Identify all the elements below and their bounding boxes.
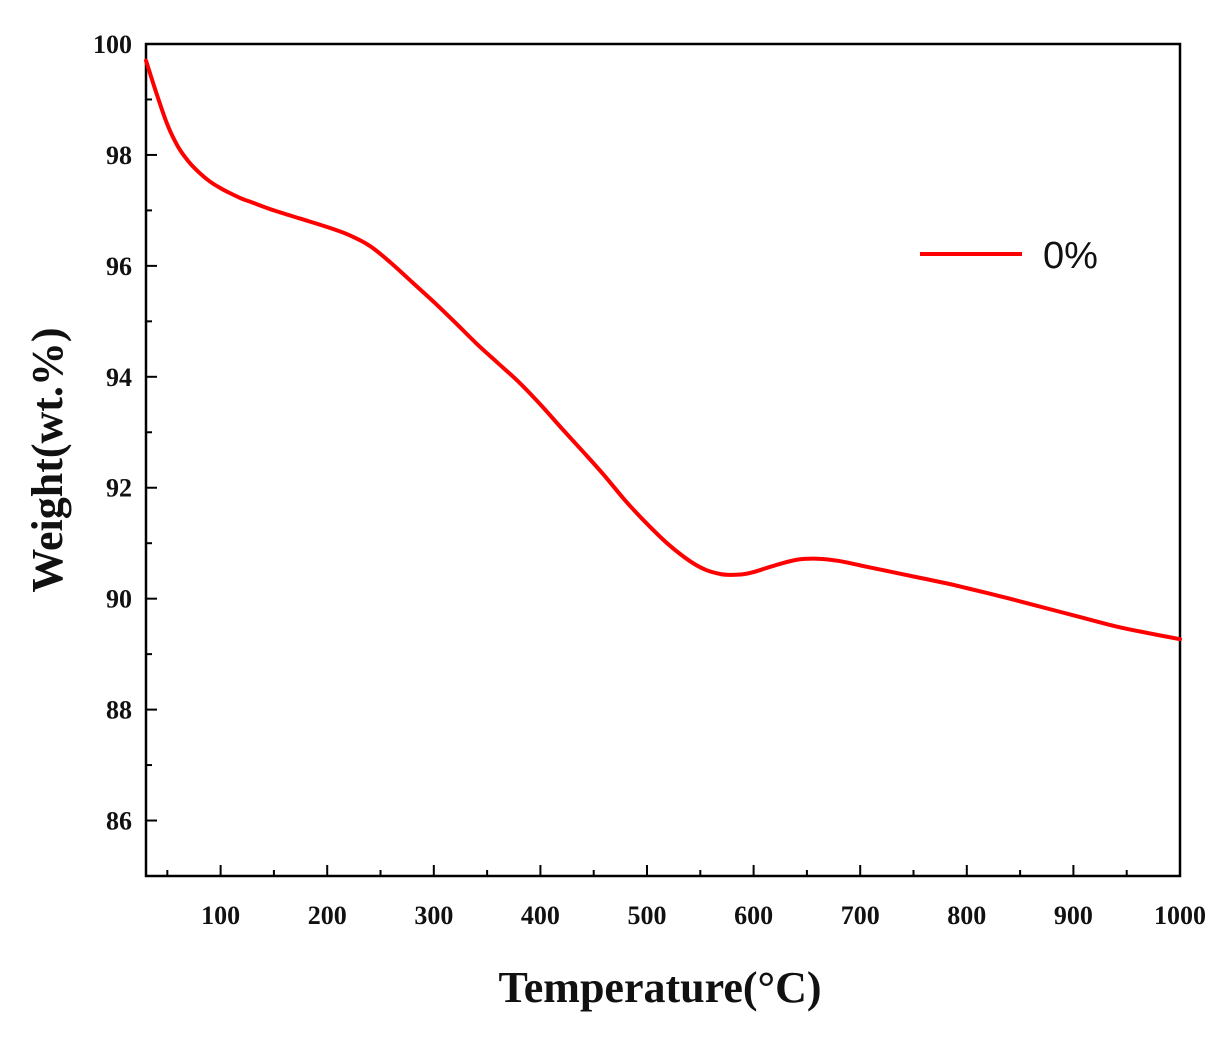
x-tick-label: 500 — [628, 901, 667, 930]
x-tick-label: 400 — [521, 901, 560, 930]
y-tick-label: 96 — [106, 252, 132, 281]
x-tick-label: 800 — [947, 901, 986, 930]
y-tick-label: 86 — [106, 807, 132, 836]
x-axis: 100 200 300 400 500 600 700 800 900 1000 — [166, 865, 1206, 930]
x-tick-label: 1000 — [1154, 901, 1206, 930]
x-tick-label: 900 — [1054, 901, 1093, 930]
y-axis: 86 88 90 92 94 96 98 100 — [93, 30, 157, 877]
series-layer — [144, 58, 1182, 642]
y-tick-label: 94 — [106, 363, 132, 392]
x-tick-label: 100 — [201, 901, 240, 930]
legend-label-0: 0% — [1043, 235, 1098, 277]
y-tick-label: 88 — [106, 696, 132, 725]
plot-frame — [144, 42, 1182, 878]
y-tick-label: 100 — [93, 30, 132, 59]
plot-border — [144, 42, 1182, 878]
series-line-0 — [144, 58, 1182, 642]
y-tick-label: 98 — [106, 141, 132, 170]
x-tick-label: 300 — [414, 901, 453, 930]
x-tick-label: 700 — [841, 901, 880, 930]
legend: 0% — [920, 235, 1098, 277]
y-axis-title: Weight(wt.%) — [23, 327, 72, 592]
x-tick-label: 600 — [734, 901, 773, 930]
y-tick-label: 90 — [106, 585, 132, 614]
y-tick-label: 92 — [106, 474, 132, 503]
x-axis-title: Temperature(°C) — [498, 963, 821, 1012]
x-tick-label: 200 — [308, 901, 347, 930]
